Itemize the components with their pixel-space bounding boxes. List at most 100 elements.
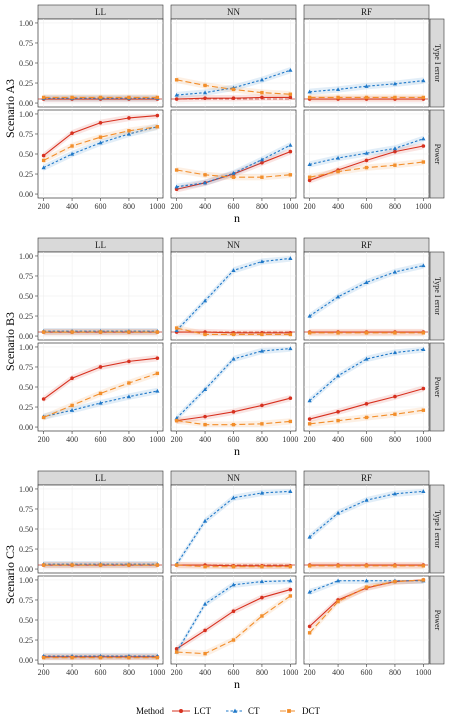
y-tick-label: 0.50: [19, 383, 33, 392]
scenario-label: Scenario B3: [3, 312, 17, 371]
y-tick-label: 0.25: [19, 79, 33, 88]
data-point-dct: [336, 418, 340, 423]
data-point-dct: [127, 129, 131, 133]
data-point-dct: [174, 168, 179, 172]
data-point-lct: [288, 587, 293, 592]
data-point-ct: [421, 136, 426, 141]
series-line-ct: [309, 265, 424, 317]
data-point-dct: [70, 95, 74, 100]
data-point-dct: [336, 564, 340, 568]
data-point-lct: [288, 95, 293, 100]
series-line-ct: [309, 348, 424, 402]
data-point-ct: [259, 157, 265, 162]
panel-scenario-c3-power-rf: [303, 575, 430, 665]
data-point-dct: [203, 173, 207, 177]
series-line-dct: [43, 372, 158, 418]
row-strip: [429, 109, 445, 199]
x-tick-label: 400: [199, 435, 211, 444]
data-point-dct: [231, 564, 236, 569]
legend: Method LCT CT DCT: [136, 706, 321, 716]
x-tick-label: 400: [66, 435, 78, 444]
x-tick-label: 600: [228, 435, 240, 444]
y-tick-label: 0.50: [19, 292, 33, 301]
data-point-dct: [41, 563, 46, 567]
x-tick-label: 1000: [282, 202, 298, 211]
data-point-dct: [393, 412, 397, 416]
data-point-lct: [364, 158, 369, 163]
panel-scenario-b3-power-nn: [170, 342, 297, 432]
data-point-ct: [41, 165, 46, 170]
data-point-ct: [202, 298, 208, 303]
y-tick-label: 0.00: [19, 656, 33, 665]
x-tick-label: 800: [389, 668, 401, 677]
x-tick-label: 600: [361, 202, 373, 211]
data-point-ct: [259, 579, 265, 584]
data-point-dct: [288, 173, 293, 177]
y-tick-label: 0.25: [19, 312, 33, 321]
data-point-dct: [307, 95, 312, 100]
data-point-ct: [231, 268, 236, 272]
y-tick-label: 0.25: [19, 170, 33, 179]
facet-strip-label: NN: [227, 7, 240, 17]
x-tick-label: 1000: [282, 668, 298, 677]
data-point-ct: [364, 356, 369, 361]
data-point-ct: [288, 346, 293, 351]
data-point-dct: [393, 579, 397, 584]
data-point-ct: [231, 495, 236, 500]
data-point-dct: [70, 144, 74, 148]
series-band-ct: [176, 346, 291, 422]
data-point-ct: [174, 92, 179, 97]
data-point-dct: [231, 638, 236, 642]
row-strip-label: Type I error: [433, 44, 442, 82]
facet-strip-label: NN: [227, 473, 240, 483]
data-point-lct: [307, 178, 312, 183]
data-point-dct: [421, 331, 426, 335]
data-point-dct: [364, 564, 369, 568]
y-tick-label: 1.00: [19, 252, 33, 261]
data-point-ct: [364, 150, 369, 155]
data-point-dct: [70, 563, 74, 567]
data-point-dct: [41, 158, 46, 163]
x-tick-label: 400: [332, 435, 344, 444]
x-tick-label: 400: [332, 668, 344, 677]
data-point-dct: [231, 422, 236, 427]
data-point-ct: [307, 534, 312, 539]
x-tick-label: 400: [66, 202, 78, 211]
data-point-ct: [174, 328, 179, 333]
data-point-dct: [288, 419, 293, 424]
data-point-dct: [203, 83, 207, 88]
row-strip: [429, 575, 445, 665]
panel-scenario-a3-type-i-error-nn: [170, 18, 297, 108]
x-tick-label: 200: [38, 435, 50, 444]
x-tick-label: 1000: [415, 668, 431, 677]
data-point-dct: [174, 418, 179, 423]
series-line-dct: [176, 595, 291, 655]
data-point-lct: [41, 153, 46, 158]
data-point-lct: [231, 96, 236, 101]
x-tick-label: 1000: [282, 435, 298, 444]
data-point-dct: [336, 95, 340, 100]
data-point-ct: [392, 269, 398, 274]
data-point-dct: [364, 331, 369, 335]
data-point-lct: [98, 120, 103, 125]
series-line-ct: [176, 69, 291, 96]
data-point-dct: [364, 585, 369, 589]
data-point-ct: [421, 263, 426, 268]
data-point-ct: [392, 81, 398, 86]
y-tick-label: 1.00: [19, 19, 33, 28]
series-line-ct: [309, 80, 424, 93]
data-point-ct: [307, 89, 312, 94]
data-point-dct: [288, 332, 293, 337]
data-point-lct: [231, 410, 236, 414]
data-point-lct: [260, 161, 264, 165]
x-axis-title: n: [234, 444, 240, 458]
series-line-ct: [176, 490, 291, 565]
data-point-dct: [98, 655, 103, 660]
data-point-ct: [288, 142, 293, 147]
x-tick-label: 600: [95, 668, 107, 677]
data-point-dct: [155, 330, 160, 334]
data-point-ct: [174, 184, 179, 189]
panel-scenario-b3-power-ll: [37, 342, 164, 432]
data-point-dct: [421, 564, 426, 568]
data-point-dct: [203, 422, 207, 427]
